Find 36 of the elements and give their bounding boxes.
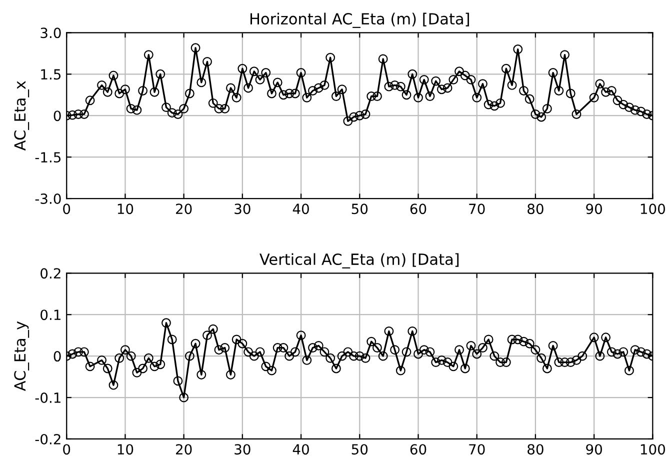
y-axis-title: AC_Eta_y — [14, 321, 30, 392]
x-tick-label: 30 — [234, 204, 250, 214]
x-tick-label: 0 — [63, 444, 70, 455]
y-tick-label: 0 — [54, 110, 61, 122]
y-tick-label: -0.2 — [35, 434, 60, 444]
chart-title: Horizontal AC_Eta (m) [Data] — [250, 12, 469, 28]
x-tick-label: 100 — [640, 444, 666, 455]
x-tick-label: 50 — [352, 204, 368, 214]
x-tick-label: 10 — [118, 444, 134, 455]
x-tick-label: 100 — [640, 204, 666, 214]
x-tick-label: 50 — [352, 444, 368, 455]
y-tick-label: 1.5 — [41, 69, 61, 80]
x-tick-label: 40 — [292, 204, 309, 214]
y-axis-title: AC_Eta_x — [14, 81, 30, 151]
x-tick-label: 90 — [586, 204, 602, 214]
x-tick-label: 70 — [469, 204, 485, 214]
x-tick-label: 10 — [118, 204, 134, 214]
x-tick-label: 20 — [176, 444, 192, 455]
y-tick-label: 0.1 — [40, 310, 60, 320]
x-tick-label: 80 — [528, 444, 544, 455]
x-tick-label: 0 — [63, 204, 70, 214]
x-tick-label: 30 — [234, 444, 250, 455]
y-tick-label: -0.1 — [35, 392, 60, 403]
x-tick-label: 90 — [586, 444, 602, 455]
y-tick-label: 3.0 — [40, 28, 61, 38]
x-tick-label: 80 — [528, 204, 544, 214]
y-tick-label: 0.2 — [40, 268, 60, 279]
chart-title: Vertical AC_Eta (m) [Data] — [260, 253, 459, 268]
x-tick-label: 40 — [292, 444, 309, 455]
x-tick-label: 60 — [410, 204, 426, 214]
y-tick-label: 0 — [54, 351, 61, 362]
x-tick-label: 60 — [410, 444, 426, 455]
x-tick-label: 20 — [176, 204, 192, 214]
y-tick-label: -3.0 — [35, 193, 61, 204]
x-tick-label: 70 — [469, 444, 485, 455]
y-tick-label: -1.5 — [35, 152, 61, 163]
